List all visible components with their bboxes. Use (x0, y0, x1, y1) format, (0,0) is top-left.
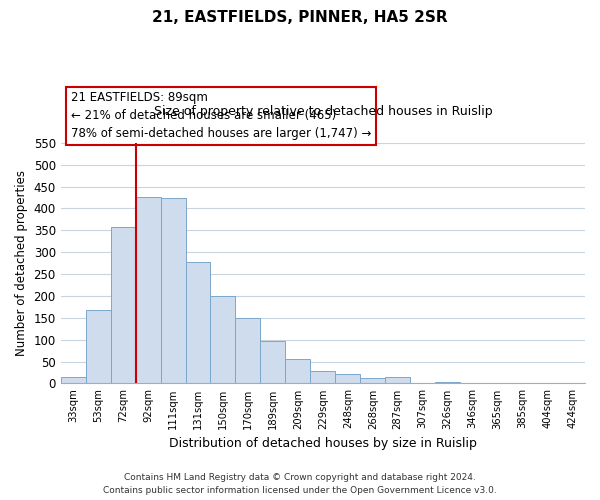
Bar (335, 374, 360, 384)
Bar (310, 371, 335, 384)
Bar (211, 296, 235, 384)
Bar (110, 228, 136, 384)
Text: Contains HM Land Registry data © Crown copyright and database right 2024.
Contai: Contains HM Land Registry data © Crown c… (103, 473, 497, 495)
Bar (86, 310, 110, 384)
Text: 21 EASTFIELDS: 89sqm
← 21% of detached houses are smaller (465)
78% of semi-deta: 21 EASTFIELDS: 89sqm ← 21% of detached h… (71, 92, 371, 140)
Y-axis label: Number of detached properties: Number of detached properties (15, 170, 28, 356)
Bar (385, 377, 410, 384)
Bar (435, 382, 460, 384)
Bar (360, 378, 385, 384)
X-axis label: Distribution of detached houses by size in Ruislip: Distribution of detached houses by size … (169, 437, 477, 450)
Bar (260, 341, 286, 384)
Bar (61, 377, 86, 384)
Bar (235, 318, 260, 384)
Bar (185, 262, 211, 384)
Bar (286, 360, 310, 384)
Title: Size of property relative to detached houses in Ruislip: Size of property relative to detached ho… (154, 105, 492, 118)
Bar (161, 198, 185, 384)
Bar (136, 196, 161, 384)
Text: 21, EASTFIELDS, PINNER, HA5 2SR: 21, EASTFIELDS, PINNER, HA5 2SR (152, 10, 448, 25)
Bar (560, 382, 585, 384)
